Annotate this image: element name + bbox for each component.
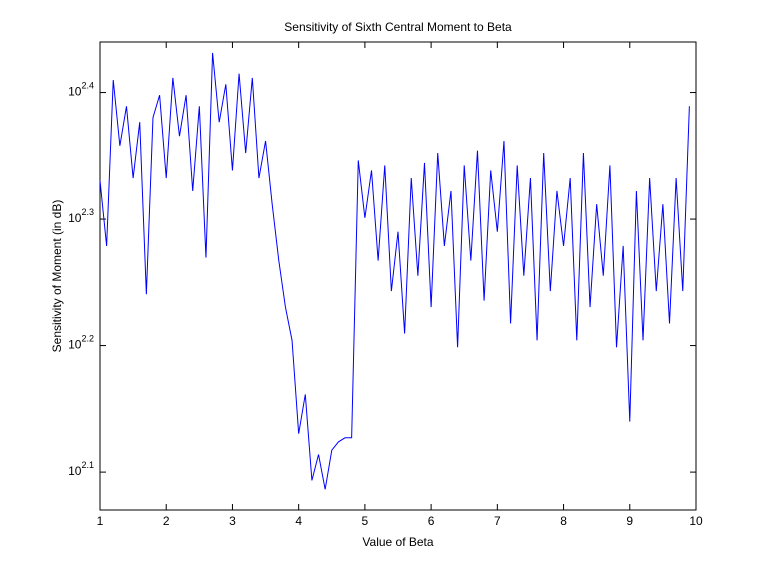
x-tick-label: 3 (229, 514, 236, 528)
y-axis-label: Sensitivity of Moment (in dB) (50, 200, 64, 353)
x-tick-label: 10 (689, 514, 703, 528)
x-tick-label: 5 (362, 514, 369, 528)
y-tick-label: 102.2 (68, 334, 94, 352)
x-tick-label: 2 (163, 514, 170, 528)
x-tick-label: 4 (295, 514, 302, 528)
x-tick-label: 9 (626, 514, 633, 528)
data-line (99, 52, 690, 490)
chart-title: Sensitivity of Sixth Central Moment to B… (284, 20, 512, 34)
y-tick-label: 102.3 (68, 207, 94, 225)
x-tick-label: 8 (560, 514, 567, 528)
plot-frame (99, 41, 697, 511)
x-tick-label: 6 (428, 514, 435, 528)
y-tick-label: 102.4 (68, 81, 94, 99)
y-tick-label: 102.1 (68, 460, 94, 478)
x-tick-label: 7 (494, 514, 501, 528)
x-axis-label: Value of Beta (362, 535, 433, 549)
x-tick-label: 1 (97, 514, 104, 528)
